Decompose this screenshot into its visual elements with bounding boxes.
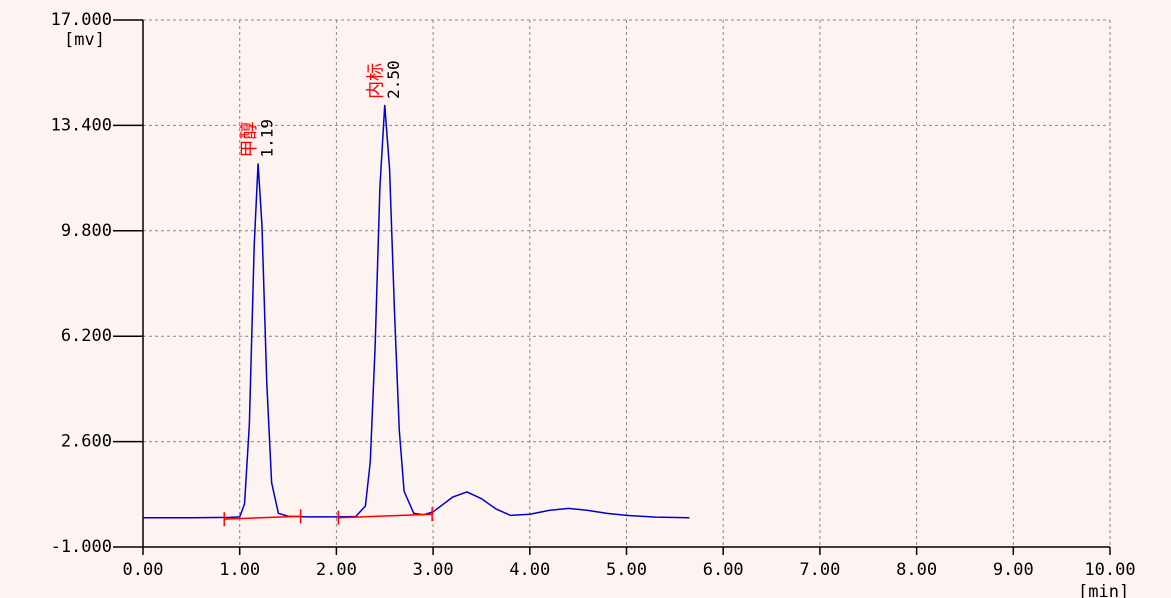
integration-baseline bbox=[224, 515, 301, 520]
x-tick-label: 9.00 bbox=[993, 560, 1034, 580]
peak-time: 1.19 bbox=[258, 119, 277, 158]
x-tick-label: 0.00 bbox=[123, 560, 164, 580]
x-tick-label: 2.00 bbox=[316, 560, 357, 580]
y-tick-label: 17.000 bbox=[51, 10, 112, 30]
x-tick-label: 1.00 bbox=[219, 560, 260, 580]
x-axis-label: [min] bbox=[1078, 582, 1129, 598]
x-tick-label: 7.00 bbox=[799, 560, 840, 580]
y-tick-label: 9.800 bbox=[61, 221, 112, 241]
chromatogram-line bbox=[143, 104, 690, 519]
y-tick-label: 2.600 bbox=[61, 432, 112, 452]
x-tick-label: 3.00 bbox=[413, 560, 454, 580]
integration-baseline bbox=[338, 513, 433, 519]
x-tick-label: 6.00 bbox=[703, 560, 744, 580]
peak-name: 甲醇 bbox=[239, 121, 260, 157]
x-tick-label: 8.00 bbox=[896, 560, 937, 580]
y-tick-label: -1.000 bbox=[51, 537, 112, 557]
y-axis-label: [mv] bbox=[64, 30, 105, 50]
y-tick-label: 13.400 bbox=[51, 115, 112, 135]
x-tick-label: 4.00 bbox=[509, 560, 550, 580]
peak-time: 2.50 bbox=[384, 60, 403, 99]
peak-name: 内标 bbox=[366, 63, 387, 99]
y-tick-label: 6.200 bbox=[61, 326, 112, 346]
x-tick-label: 5.00 bbox=[606, 560, 647, 580]
x-tick-label: 10.00 bbox=[1084, 560, 1135, 580]
